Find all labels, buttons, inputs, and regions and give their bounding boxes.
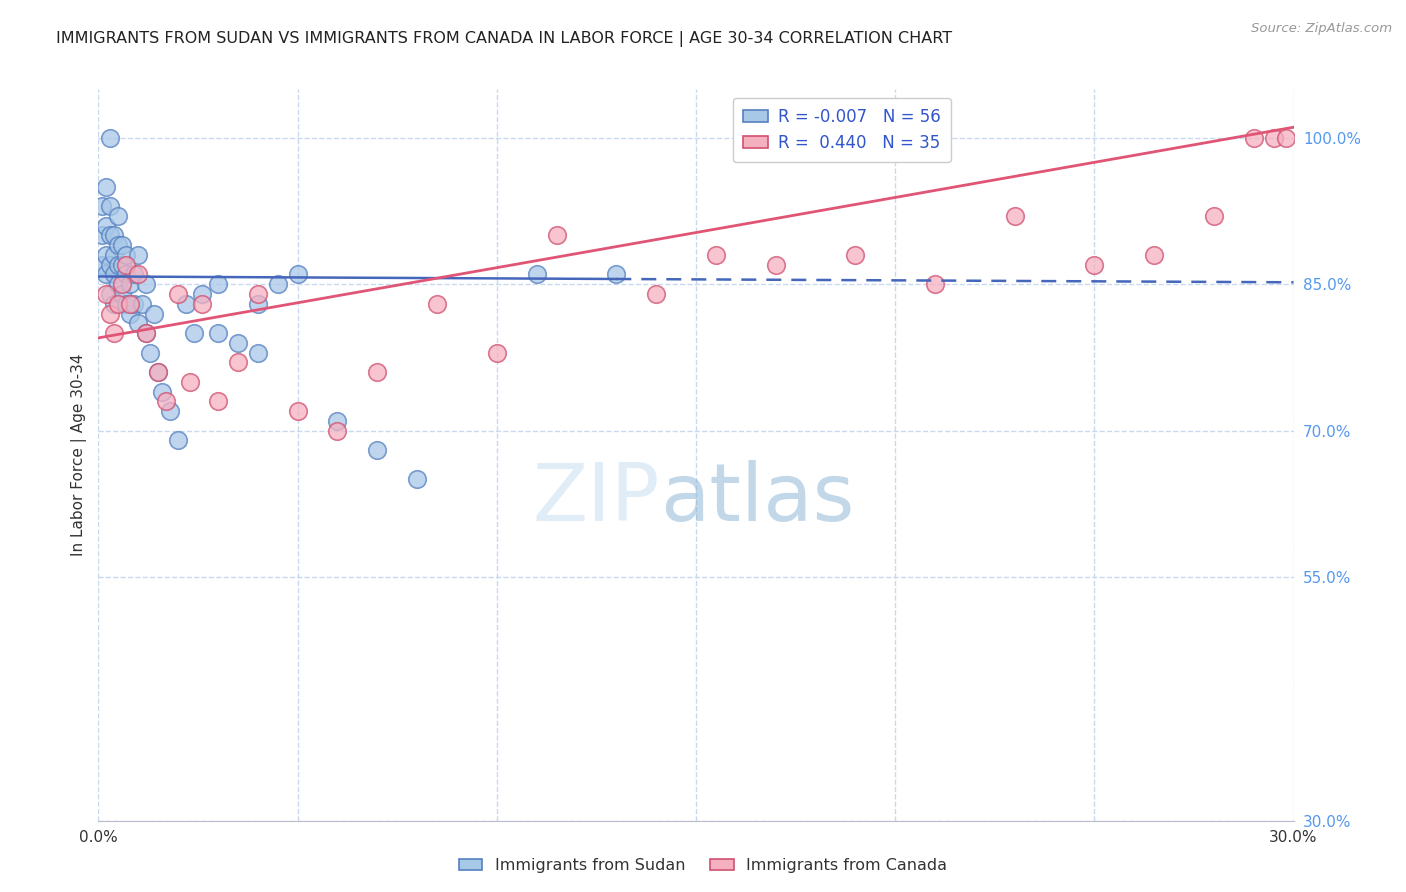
Point (326, 414, 349, 428)
Point (107, 297, 129, 311)
Point (91, 228, 114, 243)
Point (924, 277, 946, 292)
Point (107, 277, 129, 292)
Point (91, 258, 114, 272)
Y-axis label: In Labor Force | Age 30-34: In Labor Force | Age 30-34 (72, 353, 87, 557)
Point (150, 384, 173, 399)
Point (207, 394, 229, 409)
Point (100, 199, 122, 213)
Point (96, 287, 118, 301)
Point (226, 355, 249, 369)
Point (1004, 209, 1026, 223)
Point (96, 219, 118, 233)
Point (139, 345, 162, 359)
Point (111, 258, 134, 272)
Point (107, 238, 129, 252)
Point (135, 326, 157, 340)
Point (1083, 258, 1105, 272)
Text: IMMIGRANTS FROM SUDAN VS IMMIGRANTS FROM CANADA IN LABOR FORCE | AGE 30-34 CORRE: IMMIGRANTS FROM SUDAN VS IMMIGRANTS FROM… (56, 31, 952, 47)
Point (115, 268, 138, 282)
Point (287, 404, 309, 418)
Legend: Immigrants from Sudan, Immigrants from Canada: Immigrants from Sudan, Immigrants from C… (453, 852, 953, 880)
Point (103, 297, 125, 311)
Text: ZIP: ZIP (533, 459, 661, 538)
Point (226, 335, 249, 350)
Point (246, 287, 269, 301)
Point (1274, 131, 1296, 145)
Point (765, 258, 787, 272)
Point (91, 199, 114, 213)
Point (100, 287, 122, 301)
Point (179, 375, 201, 389)
Point (167, 434, 190, 448)
Point (115, 258, 138, 272)
Point (111, 277, 134, 292)
Point (155, 394, 177, 409)
Point (131, 297, 153, 311)
Point (207, 326, 229, 340)
Point (406, 472, 429, 486)
Point (191, 297, 214, 311)
Point (100, 306, 122, 320)
Point (96, 179, 118, 194)
Point (287, 268, 309, 282)
Point (135, 277, 157, 292)
Point (107, 209, 129, 223)
Point (326, 424, 349, 438)
Point (120, 277, 142, 292)
Point (207, 277, 229, 292)
Point (1143, 248, 1166, 262)
Point (127, 268, 149, 282)
Point (246, 345, 269, 359)
Point (267, 277, 290, 292)
Point (115, 297, 138, 311)
Point (115, 248, 138, 262)
Point (103, 326, 125, 340)
Point (191, 287, 214, 301)
Point (1263, 131, 1285, 145)
Point (103, 248, 125, 262)
Point (704, 248, 727, 262)
Point (100, 131, 122, 145)
Point (143, 306, 166, 320)
Point (526, 268, 548, 282)
Point (120, 297, 142, 311)
Point (426, 297, 449, 311)
Point (1243, 131, 1265, 145)
Point (100, 228, 122, 243)
Point (246, 297, 269, 311)
Point (148, 365, 170, 379)
Point (127, 248, 149, 262)
Point (366, 443, 388, 458)
Point (167, 287, 190, 301)
Point (124, 297, 146, 311)
Legend: R = -0.007   N = 56, R =  0.440   N = 35: R = -0.007 N = 56, R = 0.440 N = 35 (733, 97, 950, 161)
Point (111, 238, 134, 252)
Point (111, 287, 134, 301)
Point (107, 258, 129, 272)
Point (844, 248, 866, 262)
Point (159, 404, 181, 418)
Point (103, 268, 125, 282)
Point (135, 326, 157, 340)
Point (103, 228, 125, 243)
Point (1202, 209, 1225, 223)
Point (100, 258, 122, 272)
Text: atlas: atlas (661, 459, 855, 538)
Point (366, 365, 388, 379)
Point (485, 345, 508, 359)
Point (96, 248, 118, 262)
Point (124, 268, 146, 282)
Point (127, 316, 149, 330)
Text: Source: ZipAtlas.com: Source: ZipAtlas.com (1251, 22, 1392, 36)
Point (546, 228, 568, 243)
Point (174, 297, 197, 311)
Point (183, 326, 205, 340)
Point (96, 268, 118, 282)
Point (605, 268, 627, 282)
Point (645, 287, 668, 301)
Point (120, 306, 142, 320)
Point (148, 365, 170, 379)
